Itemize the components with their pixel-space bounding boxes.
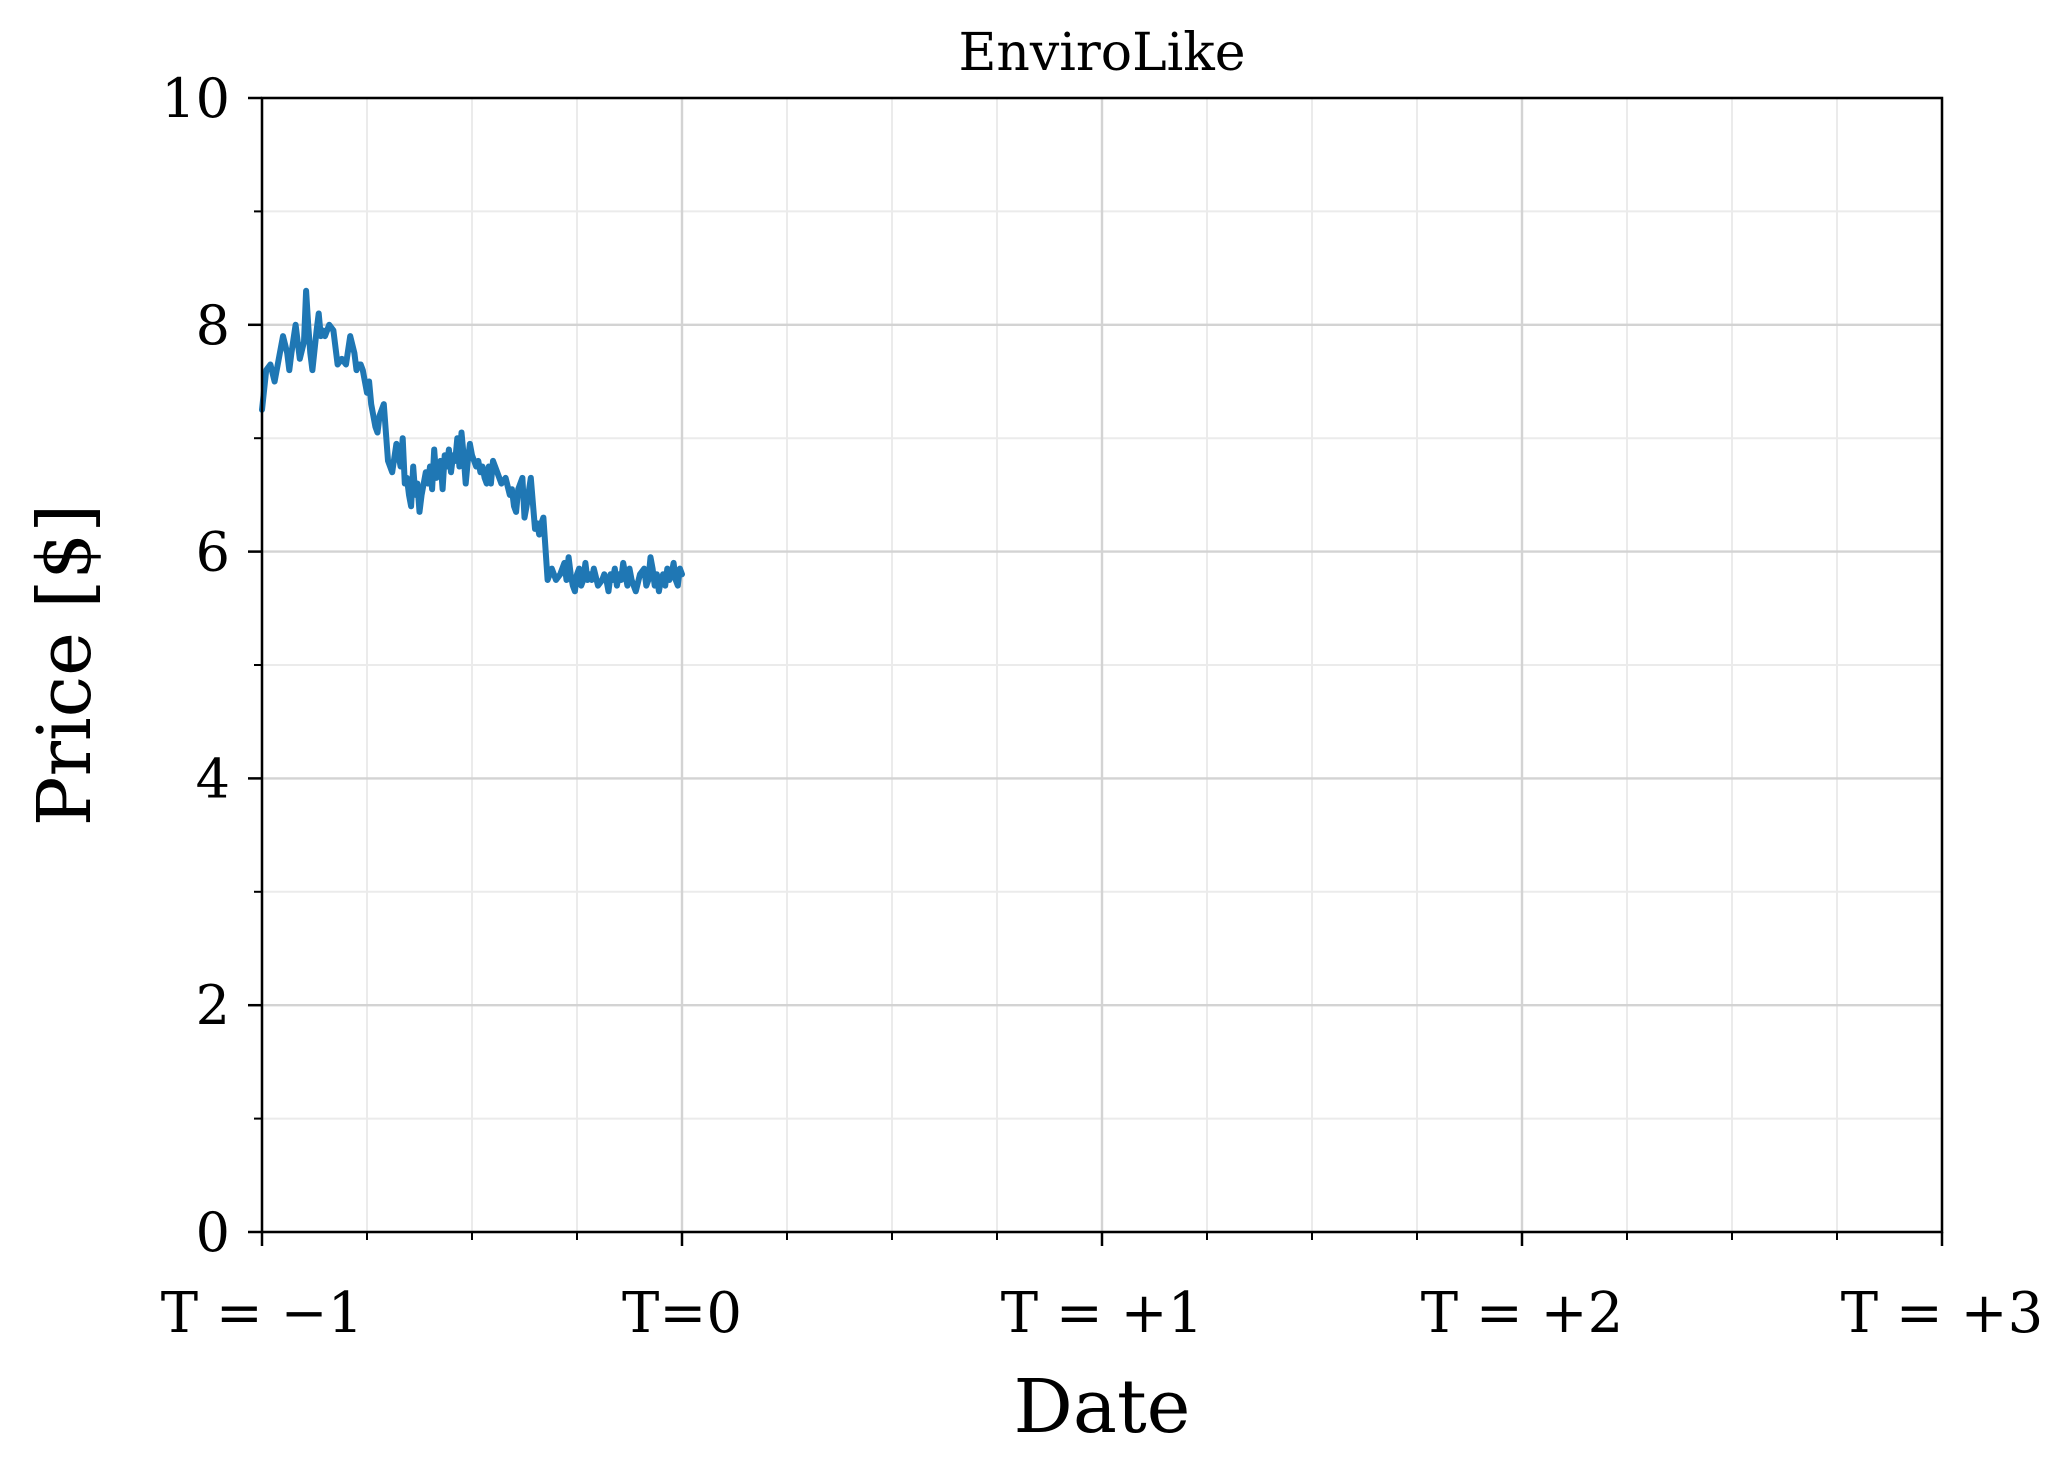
y-tick-label: 10 <box>161 67 230 130</box>
y-tick-label: 8 <box>196 294 230 357</box>
chart-title: EnviroLike <box>958 23 1245 83</box>
x-axis-title: Date <box>1014 1364 1191 1450</box>
price-series-line <box>259 287 685 595</box>
series-layer <box>259 287 685 595</box>
y-axis-title: Price [$] <box>22 504 108 826</box>
ticks-layer <box>248 96 1944 1246</box>
x-tick-label: T = +1 <box>1001 1281 1203 1346</box>
y-tick-label: 4 <box>196 747 230 810</box>
x-tick-label: T = −1 <box>161 1281 363 1346</box>
y-tick-label: 2 <box>196 974 230 1037</box>
y-tick-label: 6 <box>196 521 230 584</box>
y-tick-label: 0 <box>196 1201 230 1264</box>
labels-layer: 0 2 4 6 8 10 T = −1 T=0 T = +1 T = +2 T = +3 <box>161 67 2043 1346</box>
x-tick-label: T=0 <box>622 1281 742 1346</box>
x-tick-label: T = +3 <box>1841 1281 2043 1346</box>
x-tick-label: T = +2 <box>1421 1281 1623 1346</box>
